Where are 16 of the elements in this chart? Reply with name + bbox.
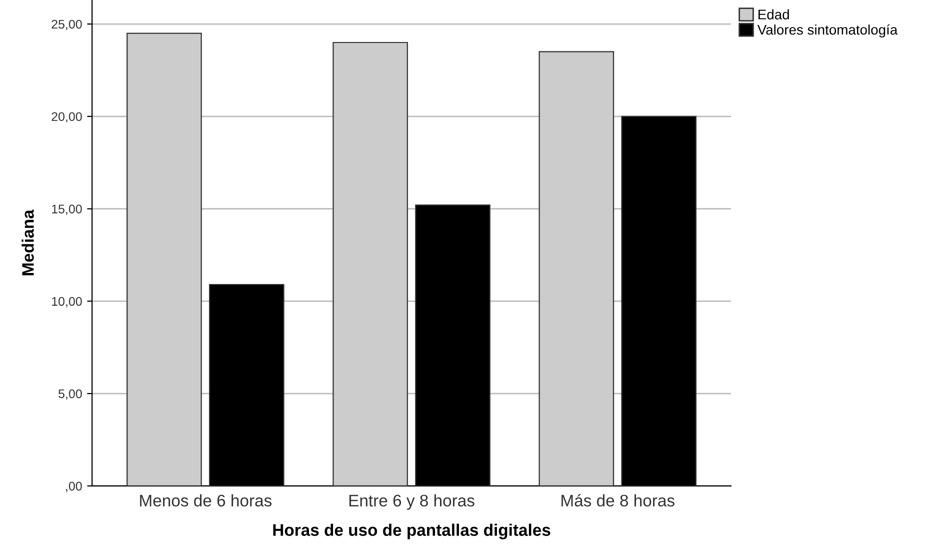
y-tick-label: 15,00 [52, 204, 82, 215]
y-tick-label: ,00 [66, 482, 82, 492]
x-tick-label: Entre 6 y 8 horas [349, 494, 474, 510]
legend-label: Edad [758, 9, 789, 20]
x-tick-label: Menos de 6 horas [140, 494, 272, 507]
y-tick-label: 10,00 [52, 296, 82, 308]
legend-label: Valores sintomatología [757, 24, 898, 38]
bar [126, 32, 202, 486]
y-tick-label: 5,00 [58, 389, 82, 400]
x-tick-label: Más de 8 horas [562, 494, 674, 507]
bar [332, 42, 408, 486]
y-tick-label: 25,00 [52, 20, 82, 30]
y-axis-title: Mediana [22, 210, 34, 276]
y-tick-label: 20,00 [52, 112, 82, 123]
x-axis-title: Horas de uso de pantallas digitales [273, 524, 550, 540]
bar [538, 51, 614, 486]
